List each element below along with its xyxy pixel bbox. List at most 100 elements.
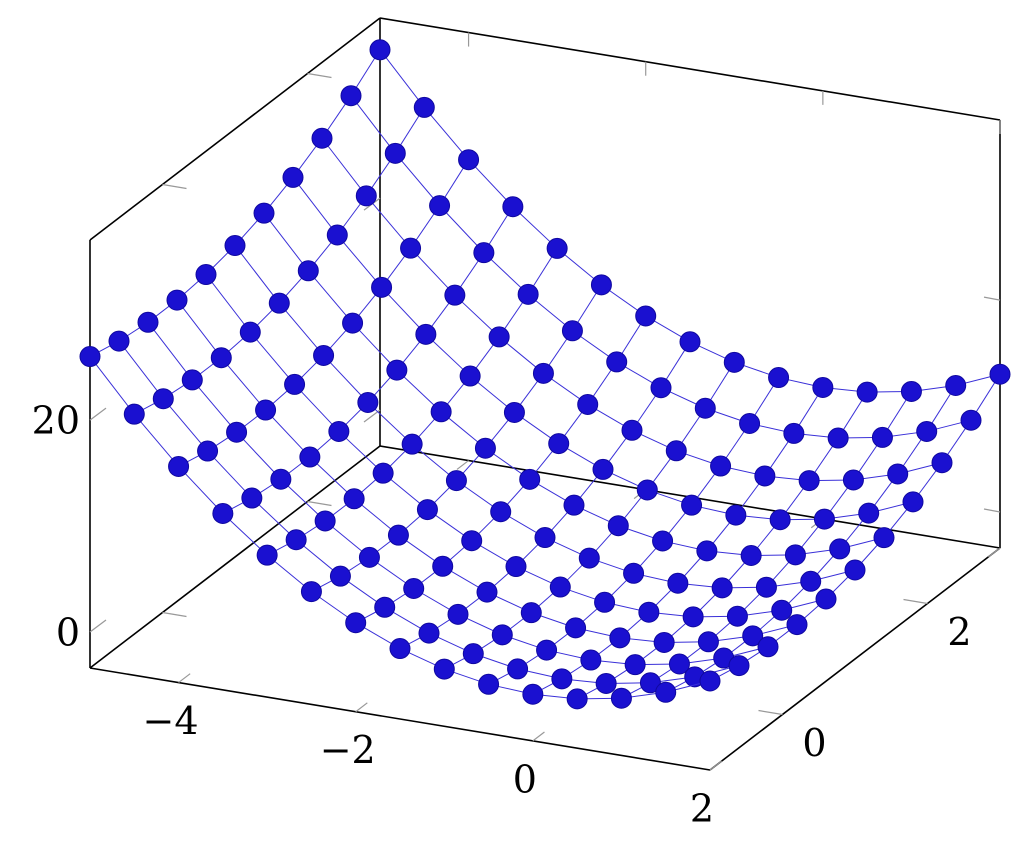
y-tick	[307, 500, 332, 507]
point	[403, 577, 425, 599]
point	[355, 185, 377, 207]
point	[652, 530, 674, 552]
point	[461, 530, 483, 552]
point	[610, 687, 632, 709]
point	[565, 617, 587, 639]
point	[345, 612, 367, 634]
point	[592, 458, 614, 480]
point	[723, 351, 745, 373]
point	[827, 427, 849, 449]
point	[503, 401, 525, 423]
point	[681, 494, 703, 516]
point	[635, 305, 657, 327]
x-tick-label: 0	[513, 757, 537, 801]
point	[858, 502, 880, 524]
point	[578, 547, 600, 569]
point	[725, 504, 747, 526]
y-tick	[307, 72, 332, 79]
point	[534, 527, 556, 549]
point	[694, 397, 716, 419]
point	[400, 237, 422, 259]
point	[624, 654, 646, 676]
point	[372, 462, 394, 484]
point	[474, 437, 496, 459]
point	[313, 344, 335, 366]
point	[413, 96, 435, 118]
point	[418, 622, 440, 644]
point	[384, 142, 406, 164]
point	[740, 545, 762, 567]
point	[505, 556, 527, 578]
point	[386, 359, 408, 381]
point	[239, 321, 261, 343]
z-tick-label: 0	[56, 610, 80, 654]
point	[300, 581, 322, 603]
point	[502, 196, 524, 218]
point	[549, 576, 571, 598]
point	[253, 202, 275, 224]
point	[520, 602, 542, 624]
point	[108, 330, 130, 352]
point	[871, 426, 893, 448]
point	[224, 235, 246, 257]
point	[210, 347, 232, 369]
point	[445, 470, 467, 492]
point	[270, 468, 292, 490]
point	[798, 470, 820, 492]
point	[415, 323, 437, 345]
point	[621, 419, 643, 441]
x-tick	[709, 760, 722, 771]
point	[488, 326, 510, 348]
point	[561, 320, 583, 342]
point	[212, 502, 234, 524]
point	[769, 509, 791, 531]
point	[490, 501, 512, 523]
point	[679, 331, 701, 353]
point	[682, 606, 704, 628]
point	[931, 452, 953, 474]
point	[473, 242, 495, 264]
z-tick	[983, 296, 1001, 301]
point	[829, 538, 851, 560]
x-tick	[988, 547, 1001, 558]
point	[369, 39, 391, 61]
box-edge	[89, 667, 711, 771]
y-tick-label: 2	[947, 610, 971, 654]
point	[226, 421, 248, 443]
point	[728, 655, 750, 677]
point	[800, 570, 822, 592]
x-tick-label: 2	[690, 787, 714, 831]
point	[458, 149, 480, 171]
point	[299, 446, 321, 468]
point	[697, 631, 719, 653]
point	[887, 463, 909, 485]
point	[284, 373, 306, 395]
point	[577, 393, 599, 415]
point	[536, 639, 558, 661]
point	[429, 195, 451, 217]
point	[755, 576, 777, 598]
point	[916, 420, 938, 442]
box-edge	[89, 17, 381, 241]
z-tick-label: 20	[32, 399, 80, 443]
point	[168, 455, 190, 477]
point	[566, 688, 588, 710]
point	[430, 401, 452, 423]
point	[282, 166, 304, 188]
point	[580, 649, 602, 671]
box-edge	[709, 547, 1001, 771]
point	[517, 283, 539, 305]
x-tick	[532, 731, 545, 742]
point	[297, 260, 319, 282]
point	[268, 292, 290, 314]
point	[343, 488, 365, 510]
point	[444, 284, 466, 306]
point	[900, 380, 922, 402]
point	[459, 365, 481, 387]
point	[813, 508, 835, 530]
x-tick-label: −2	[320, 728, 376, 772]
point	[665, 440, 687, 462]
point	[699, 670, 721, 692]
point	[742, 625, 764, 647]
